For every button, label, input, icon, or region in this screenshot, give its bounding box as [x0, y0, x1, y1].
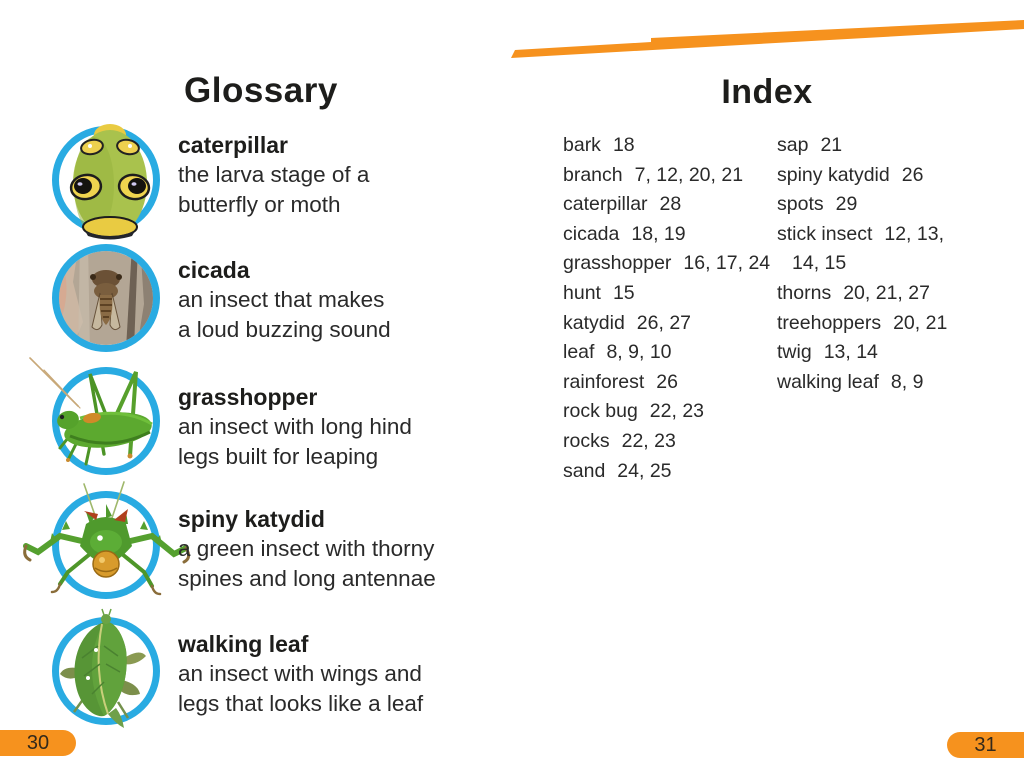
index-page-refs: 8, 9, 10	[606, 341, 672, 364]
index-term: branch	[563, 163, 623, 186]
index-entry: stick insect 12, 13, 14, 15	[777, 220, 1022, 279]
index-entry: rocks 22, 23	[563, 427, 783, 457]
glossary-entry: spiny katydid a green insect with thorny…	[178, 504, 498, 594]
index-term: cicada	[563, 222, 620, 245]
index-page-refs: 20, 21, 27	[843, 281, 930, 304]
index-page-refs: 24, 25	[617, 459, 672, 482]
index-page-refs: 29	[835, 193, 858, 216]
glossary-term: caterpillar	[178, 132, 288, 158]
index-page-refs: 15	[612, 281, 635, 304]
index-page-refs: 18	[612, 134, 635, 156]
index-entry: cicada 18, 19	[563, 220, 783, 250]
index-term: grasshopper	[563, 252, 672, 275]
index-term: caterpillar	[563, 193, 648, 216]
index-page-refs: 26, 27	[636, 311, 692, 334]
index-page-refs: 21	[820, 134, 843, 156]
page-number: 30	[26, 731, 50, 754]
glossary-entry: caterpillar the larva stage of a butterf…	[178, 130, 498, 220]
page-number-tab-left: 30	[0, 730, 76, 756]
spiny-katydid-photo	[23, 481, 191, 599]
index-swoosh-decoration	[511, 20, 1024, 58]
index-term: rocks	[563, 429, 610, 452]
index-term: rainforest	[563, 370, 645, 393]
glossary-term: grasshopper	[178, 384, 318, 410]
index-page-refs: 18, 19	[631, 222, 686, 245]
index-entry: thorns 20, 21, 27	[777, 279, 1022, 309]
index-term: sand	[563, 459, 606, 482]
index-page-refs: 7, 12, 20, 21	[634, 163, 744, 186]
index-term: walking leaf	[777, 370, 879, 393]
index-page-refs: 20, 21	[893, 311, 948, 334]
glossary-term: spiny katydid	[178, 506, 325, 532]
index-page-title: Index	[721, 72, 813, 111]
index-page-refs: 28	[659, 193, 682, 216]
glossary-definition: an insect with long hind legs built for …	[178, 414, 412, 469]
index-entry: caterpillar 28	[563, 190, 783, 220]
index-entry: bark 18	[563, 131, 783, 161]
index-term: katydid	[563, 311, 625, 334]
glossary-entry: grasshopper an insect with long hind leg…	[178, 382, 498, 472]
index-term: twig	[777, 341, 812, 364]
glossary-page-title: Glossary	[184, 71, 338, 111]
glossary-definition: the larva stage of a butterfly or moth	[178, 162, 370, 217]
index-page-refs: 26	[656, 370, 678, 393]
index-term: sap	[777, 134, 809, 156]
index-term: bark	[563, 134, 601, 156]
grasshopper-photo	[29, 357, 160, 475]
glossary-definition: an insect that makes a loud buzzing soun…	[178, 287, 391, 342]
index-entry: branch 7, 12, 20, 21	[563, 161, 783, 191]
index-term: hunt	[563, 281, 601, 304]
index-entry: katydid 26, 27	[563, 309, 783, 339]
index-column-1: bark 18 branch 7, 12, 20, 21 caterpillar 28 ci…	[563, 131, 783, 486]
index-entry: sap 21	[777, 131, 1022, 161]
glossary-entry: walking leaf an insect with wings and le…	[178, 629, 498, 719]
index-term: rock bug	[563, 400, 638, 423]
index-term: stick insect	[777, 222, 873, 245]
index-page-refs: 12, 13, 14, 15	[792, 222, 944, 275]
page-number-tab-right: 31	[947, 732, 1024, 758]
index-entry: sand 24, 25	[563, 457, 783, 487]
index-page-refs: 22, 23	[621, 429, 676, 452]
index-entry: spots 29	[777, 190, 1022, 220]
index-entry: rock bug 22, 23	[563, 397, 783, 427]
index-term: treehoppers	[777, 311, 882, 334]
index-entry: grasshopper 16, 17, 24	[563, 249, 783, 279]
cicada-photo	[52, 244, 160, 352]
index-entry: leaf 8, 9, 10	[563, 338, 783, 368]
index-page-refs: 22, 23	[649, 400, 705, 423]
index-column-2: sap 21 spiny katydid 26 spots 29 stick insect 1…	[777, 131, 1022, 397]
index-term: spots	[777, 193, 824, 216]
glossary-entry: cicada an insect that makes a loud buzzi…	[178, 255, 498, 345]
page-number: 31	[974, 733, 997, 756]
glossary-term: walking leaf	[178, 631, 309, 657]
walking-leaf-photo	[52, 608, 160, 728]
index-page-refs: 13, 14	[823, 341, 878, 364]
index-term: spiny katydid	[777, 163, 890, 186]
index-entry: hunt 15	[563, 279, 783, 309]
index-term: thorns	[777, 281, 832, 304]
index-entry: treehoppers 20, 21	[777, 309, 1022, 339]
glossary-definition: an insect with wings and legs that looks…	[178, 661, 424, 716]
index-entry: twig 13, 14	[777, 338, 1022, 368]
index-page-refs: 16, 17, 24	[683, 252, 771, 275]
index-term: leaf	[563, 341, 595, 364]
glossary-definition: a green insect with thorny spines and lo…	[178, 536, 436, 591]
index-page-refs: 8, 9	[890, 370, 924, 393]
index-page-refs: 26	[901, 163, 924, 186]
index-entry: walking leaf 8, 9	[777, 368, 1022, 398]
caterpillar-photo	[52, 124, 160, 240]
index-entry: spiny katydid 26	[777, 161, 1022, 191]
index-entry: rainforest 26	[563, 368, 783, 398]
glossary-term: cicada	[178, 257, 250, 283]
